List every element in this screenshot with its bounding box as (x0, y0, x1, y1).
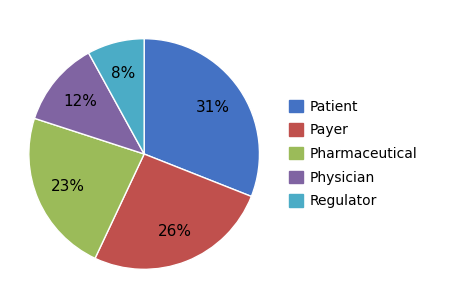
Wedge shape (34, 53, 144, 154)
Wedge shape (144, 39, 259, 197)
Legend: Patient, Payer, Pharmaceutical, Physician, Regulator: Patient, Payer, Pharmaceutical, Physicia… (286, 97, 420, 211)
Text: 31%: 31% (196, 100, 230, 115)
Text: 8%: 8% (112, 66, 136, 81)
Wedge shape (29, 118, 144, 258)
Wedge shape (95, 154, 252, 269)
Wedge shape (89, 39, 144, 154)
Text: 26%: 26% (158, 224, 192, 239)
Text: 12%: 12% (63, 94, 97, 109)
Text: 23%: 23% (51, 180, 85, 194)
